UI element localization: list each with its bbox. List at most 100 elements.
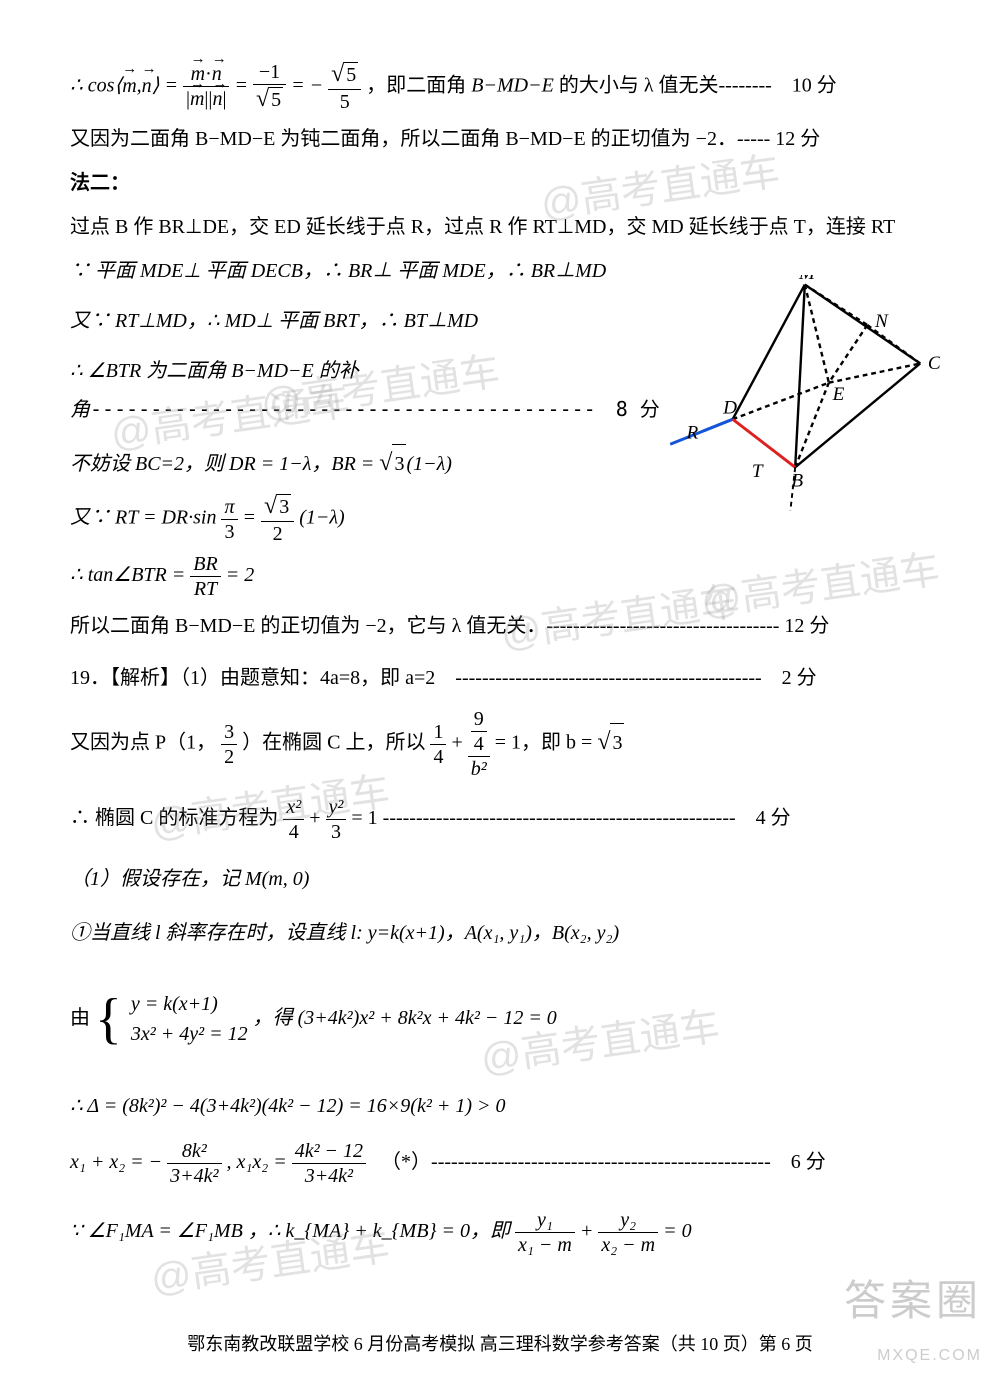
q19-slope-sum: ∵ ∠F₁MA = ∠F₁MB ，∴ k_{MA} + k_{MB} = 0，即… [70,1208,930,1257]
svg-text:B: B [791,471,803,492]
num: y² [326,795,347,820]
sqrt: 5 [331,60,358,89]
text: = − [291,75,323,97]
svg-text:C: C [928,353,940,374]
den: 2 [261,522,294,546]
sqrt: 3 [264,492,291,521]
den: 4 [471,732,487,756]
text: = [234,75,253,97]
fraction: y₂x₂ − m [598,1208,658,1257]
vec: n [212,87,222,111]
method-two-step3: 又∵ RT⊥MD，∴ MD⊥ 平面 BRT，∴ BT⊥MD [70,302,650,340]
q19-system: 由 y = k(x+1) 3x² + 4y² = 12 ，得 (3+4k²)x²… [70,966,930,1072]
fraction: 8k²3+4k² [167,1139,221,1188]
num: π [221,495,237,520]
text: ，得 (3+4k²)x² + 8k²x + 4k² − 12 = 0 [253,1007,557,1029]
system-eq2: 3x² + 4y² = 12 [131,1019,248,1049]
text: 又∵ RT = DR·sin [70,507,216,529]
den: RT [190,577,220,601]
den: x₁ − m [515,1233,575,1257]
num: 9 [471,707,487,732]
q19-ellipse-eq: ∴ 椭圆 C 的标准方程为 x²4 + y²3 = 1 ------------… [70,795,930,844]
text: + [309,807,325,829]
score: ----------------------------------------… [90,397,660,421]
fraction: y²3 [326,795,347,844]
q19-vieta: x₁ + x₂ = − 8k²3+4k² , x₁x₂ = 4k² − 123+… [70,1139,930,1188]
fraction: 5 5 [328,60,361,114]
fraction: −1 5 [253,60,286,114]
text: ∴ cos⟨ [70,75,122,97]
fraction: 94 [471,707,487,756]
den: 2 [221,745,237,769]
fraction: 32 [261,492,294,546]
text: 不妨设 BC=2，则 DR = 1−λ，BR = [70,453,379,475]
text: (1−λ) [406,453,451,475]
text: ∵ ∠F₁MA = ∠F₁MB ，∴ k_{MA} + k_{MB} = 0，即 [70,1220,515,1242]
equation-system: y = k(x+1) 3x² + 4y² = 12 [95,966,248,1072]
num: x² [283,795,304,820]
den: 4 [430,745,446,769]
question-19-part1: 19．【解析】（1）由题意知：4a=8，即 a=2 --------------… [70,659,930,697]
fraction: 14 [430,720,446,769]
svg-text:T: T [752,461,764,482]
method-two-title: 法二： [70,164,930,202]
text: = 0 [663,1220,692,1242]
den: 5 [328,90,361,114]
radicand: 5 [344,62,358,87]
paragraph-obtuse: 又因为二面角 B−MD−E 为钝二面角，所以二面角 B−MD−E 的正切值为 −… [70,120,930,158]
fraction: π3 [221,495,237,544]
num: 1 [430,720,446,745]
vector-m: m [122,67,136,105]
svg-text:N: N [874,311,889,332]
geometry-diagram: MNCEBDRT [660,275,940,525]
den: 4 [283,820,304,844]
svg-text:M: M [798,275,816,284]
fraction: BRRT [190,552,220,601]
nested-fraction: 94b² [468,707,490,781]
svg-text:D: D [722,397,737,418]
num: 4k² − 12 [292,1139,366,1164]
rad: 3 [277,494,291,519]
system-eq1: y = k(x+1) [131,989,248,1019]
text: + [580,1220,599,1242]
page-footer: 鄂东南教改联盟学校 6 月份高考模拟 高三理科数学参考答案（共 10 页）第 6… [0,1327,1000,1361]
text: (1−λ) [299,507,344,529]
radicand: 5 [269,87,283,112]
text: , x₁x₂ = [227,1151,292,1173]
den: 3 [326,820,347,844]
text: ∴ tan∠BTR = [70,564,190,586]
fraction: x²4 [283,795,304,844]
q19-delta: ∴ Δ = (8k²)² − 4(3+4k²)(4k² − 12) = 16×9… [70,1087,930,1125]
text: = [243,507,262,529]
paragraph-cos-formula: ∴ cos⟨m,n⟩ = m·n |m||n| = −1 5 = − 5 5 ，… [70,60,930,114]
text: ⟩ = [152,75,183,97]
num: −1 [253,60,286,85]
fraction: 4k² − 123+4k² [292,1139,366,1188]
text: 由 [70,1007,90,1029]
vector-n: n [142,67,152,105]
num: y₂ [598,1208,658,1233]
text: = 2 [226,564,255,586]
den: 3 [221,520,237,544]
sqrt: 3 [379,441,406,487]
text: ∴ 椭圆 C 的标准方程为 [70,807,283,829]
num: 8k² [167,1139,221,1164]
text: = 1，即 b = [495,732,598,754]
fraction: y₁x₁ − m [515,1208,575,1257]
den: b² [468,757,490,781]
text: + [451,732,467,754]
method-two-step7: ∴ tan∠BTR = BRRT = 2 [70,552,930,601]
q19-assume: （1）假设存在，记 M(m, 0) [70,860,930,898]
num: BR [190,552,220,577]
den: x₂ − m [598,1233,658,1257]
text: ，即二面角 [366,75,471,97]
den: 3+4k² [292,1164,366,1188]
text: 的大小与 λ 值无关-------- 10 分 [554,75,837,97]
num: 3 [221,720,237,745]
den: 3+4k² [167,1164,221,1188]
q19-case1: ①当直线 l 斜率存在时，设直线 l: y=k(x+1)，A(x₁, y₁)，B… [70,914,930,952]
q19-step2: 又因为点 P（1， 32 ）在椭圆 C 上，所以 14 + 94b² = 1，即… [70,707,930,781]
method-two-step1: 过点 B 作 BR⊥DE，交 ED 延长线于点 R，过点 R 作 RT⊥MD，交… [70,208,930,246]
text: = 1 ------------------------------------… [351,807,790,829]
text: 又因为点 P（1， [70,732,216,754]
